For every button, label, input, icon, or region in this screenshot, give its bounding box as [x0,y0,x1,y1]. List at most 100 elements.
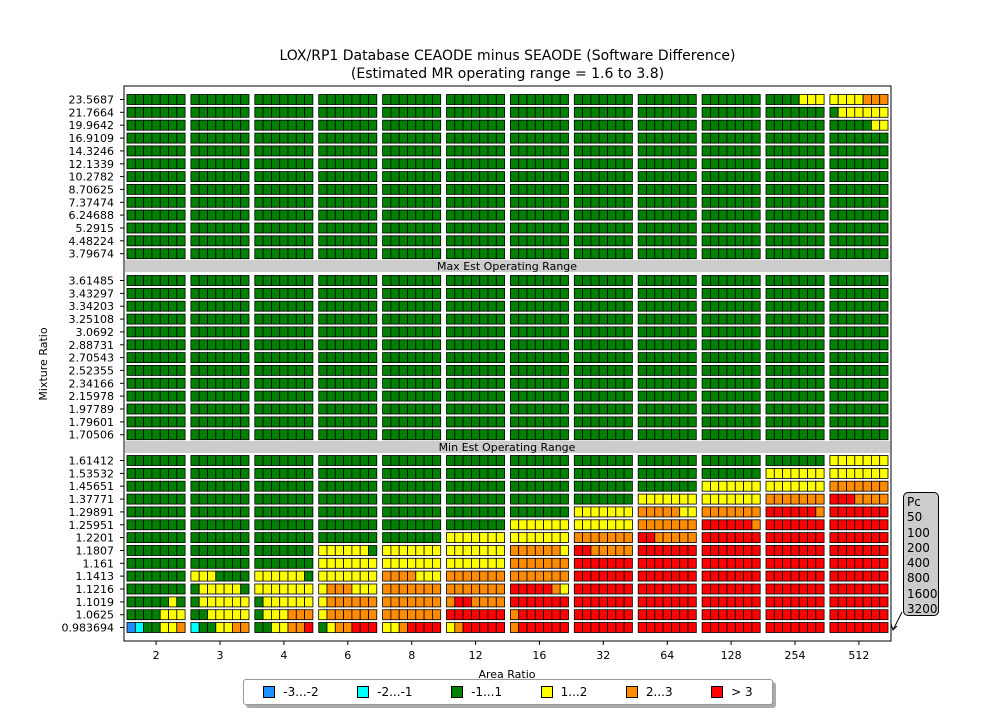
pressure-value: 50 [907,510,923,525]
pressure-value: 400 [907,556,930,571]
heatmap-cell [207,222,217,234]
heatmap-cell [807,390,817,402]
heatmap-cell [590,557,600,569]
heatmap-cell [671,506,681,518]
heatmap-cell [773,300,783,312]
heatmap-cell [551,596,561,608]
heatmap-cell [551,339,561,351]
heatmap-cell [295,196,305,208]
heatmap-cell [423,455,433,466]
heatmap-cell [215,403,225,415]
heatmap-cell [143,352,153,364]
heatmap-cell [590,275,600,286]
heatmap-cell [679,119,689,131]
heatmap-cell [151,132,161,144]
heatmap-cell [790,622,800,633]
heatmap-cell [790,300,800,312]
heatmap-cell [270,132,281,144]
heatmap-cell [126,622,136,633]
heatmap-cell [359,326,369,338]
heatmap-cell [262,275,272,286]
heatmap-cell [318,390,328,402]
heatmap-cell [207,183,217,195]
heatmap-cell [343,313,353,325]
heatmap-cell [198,248,208,260]
heatmap-cell [446,287,456,299]
heatmap-cell [159,183,169,195]
heatmap-cell [543,196,553,208]
heatmap-cell [446,196,456,208]
heatmap-cell [526,416,536,428]
heatmap-cell [543,377,553,389]
heatmap-cell [470,183,481,195]
heatmap-cell [623,196,633,208]
heatmap-cell [734,390,744,402]
heatmap-cell [304,313,314,325]
heatmap-cell [710,377,720,389]
heatmap-cell [598,570,608,582]
heatmap-cell [198,326,208,338]
heatmap-cell [495,119,505,131]
heatmap-cell [240,248,250,260]
heatmap-cell [671,196,681,208]
heatmap-cell [573,480,583,492]
heatmap-cell [551,545,561,556]
heatmap-cell [879,583,889,595]
heatmap-cell [334,596,344,608]
heatmap-cell [462,235,472,247]
heatmap-cell [415,519,425,531]
heatmap-cell [398,557,408,569]
heatmap-cell [368,455,378,466]
heatmap-cell [718,532,728,543]
heatmap-cell [573,106,583,118]
heatmap-cell [462,364,472,376]
heatmap-cell [159,403,169,415]
y-tick-label: 6.24688 [69,209,115,222]
heatmap-cell [879,275,889,286]
heatmap-cell [534,119,544,131]
heatmap-cell [279,145,289,157]
heatmap-cell [215,119,225,131]
heatmap-cell [398,94,408,105]
heatmap-cell [446,532,456,543]
heatmap-cell [671,171,681,183]
heatmap-cell [734,300,744,312]
heatmap-cell [359,467,369,479]
heatmap-cell [646,403,656,415]
heatmap-cell [615,132,625,144]
heatmap-cell [551,313,561,325]
heatmap-cell [701,455,711,466]
heatmap-cell [846,222,856,234]
heatmap-cell [862,455,872,466]
heatmap-cell [368,222,378,234]
heatmap-cell [390,364,400,376]
heatmap-cell [295,519,305,531]
heatmap-cell [846,287,856,299]
heatmap-cell [701,132,711,144]
heatmap-cell [607,339,617,351]
heatmap-cell [671,287,681,299]
heatmap-cell [198,145,208,157]
heatmap-cell [470,532,481,543]
heatmap-cell [518,506,528,518]
heatmap-cell [143,275,153,286]
heatmap-cell [262,622,272,633]
heatmap-cell [559,300,569,312]
heatmap-cell [773,132,783,144]
heatmap-cell [573,119,583,131]
heatmap-cell [590,106,600,118]
heatmap-cell [798,467,808,479]
heatmap-cell [407,94,417,105]
heatmap-cell [431,196,442,208]
heatmap-cell [879,519,889,531]
heatmap-cell [326,596,336,608]
heatmap-cell [734,403,744,415]
heatmap-cell [231,158,242,170]
heatmap-cell [679,596,689,608]
heatmap-cell [159,570,169,582]
heatmap-cell [598,235,608,247]
heatmap-cell [487,403,497,415]
heatmap-cell [334,570,344,582]
heatmap-cell [240,222,250,234]
heatmap-cell [671,416,681,428]
